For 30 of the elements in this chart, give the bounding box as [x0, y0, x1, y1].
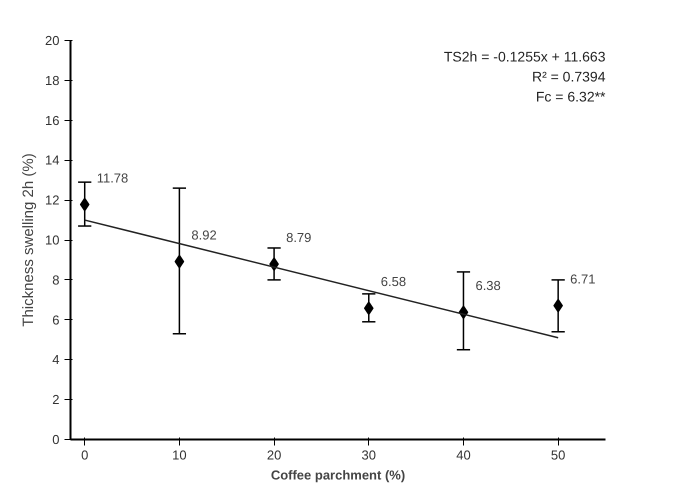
y-axis-title: Thickness swelling 2h (%) — [20, 153, 38, 327]
y-tick-label: 18 — [45, 72, 60, 88]
data-label: 8.79 — [286, 230, 312, 246]
annotation: TS2h = -0.1255x + 11.663 — [444, 48, 606, 64]
data-label: 6.71 — [570, 272, 596, 287]
y-tick-label: 16 — [45, 112, 60, 128]
data-label: 8.92 — [191, 228, 217, 243]
x-tick-label: 30 — [362, 448, 376, 462]
y-tick-label: 4 — [52, 352, 60, 368]
y-tick-label: 12 — [45, 192, 60, 208]
data-label: 6.38 — [475, 278, 501, 294]
x-tick-label: 50 — [550, 448, 566, 462]
y-tick-label: 0 — [52, 432, 60, 447]
annotation: Fc = 6.32** — [536, 88, 606, 104]
x-tick-label: 40 — [456, 448, 471, 462]
point — [364, 301, 374, 316]
x-tick-label: 20 — [266, 448, 282, 462]
y-tick-label: 2 — [52, 392, 60, 408]
x-tick-label: 0 — [81, 448, 88, 462]
y-tick-label: 14 — [45, 152, 60, 168]
point — [80, 197, 90, 212]
x-axis-title: Coffee parchment (%) — [270, 468, 406, 482]
y-tick-label: 10 — [45, 232, 60, 248]
data-label: 6.58 — [380, 274, 406, 290]
y-tick-label: 6 — [52, 312, 60, 328]
x-tick-label: 10 — [172, 448, 187, 462]
data-label: 11.78 — [96, 170, 128, 186]
y-tick-label: 20 — [45, 33, 60, 48]
y-tick-label: 8 — [52, 272, 60, 288]
annotation: R² = 0.7394 — [532, 68, 606, 84]
